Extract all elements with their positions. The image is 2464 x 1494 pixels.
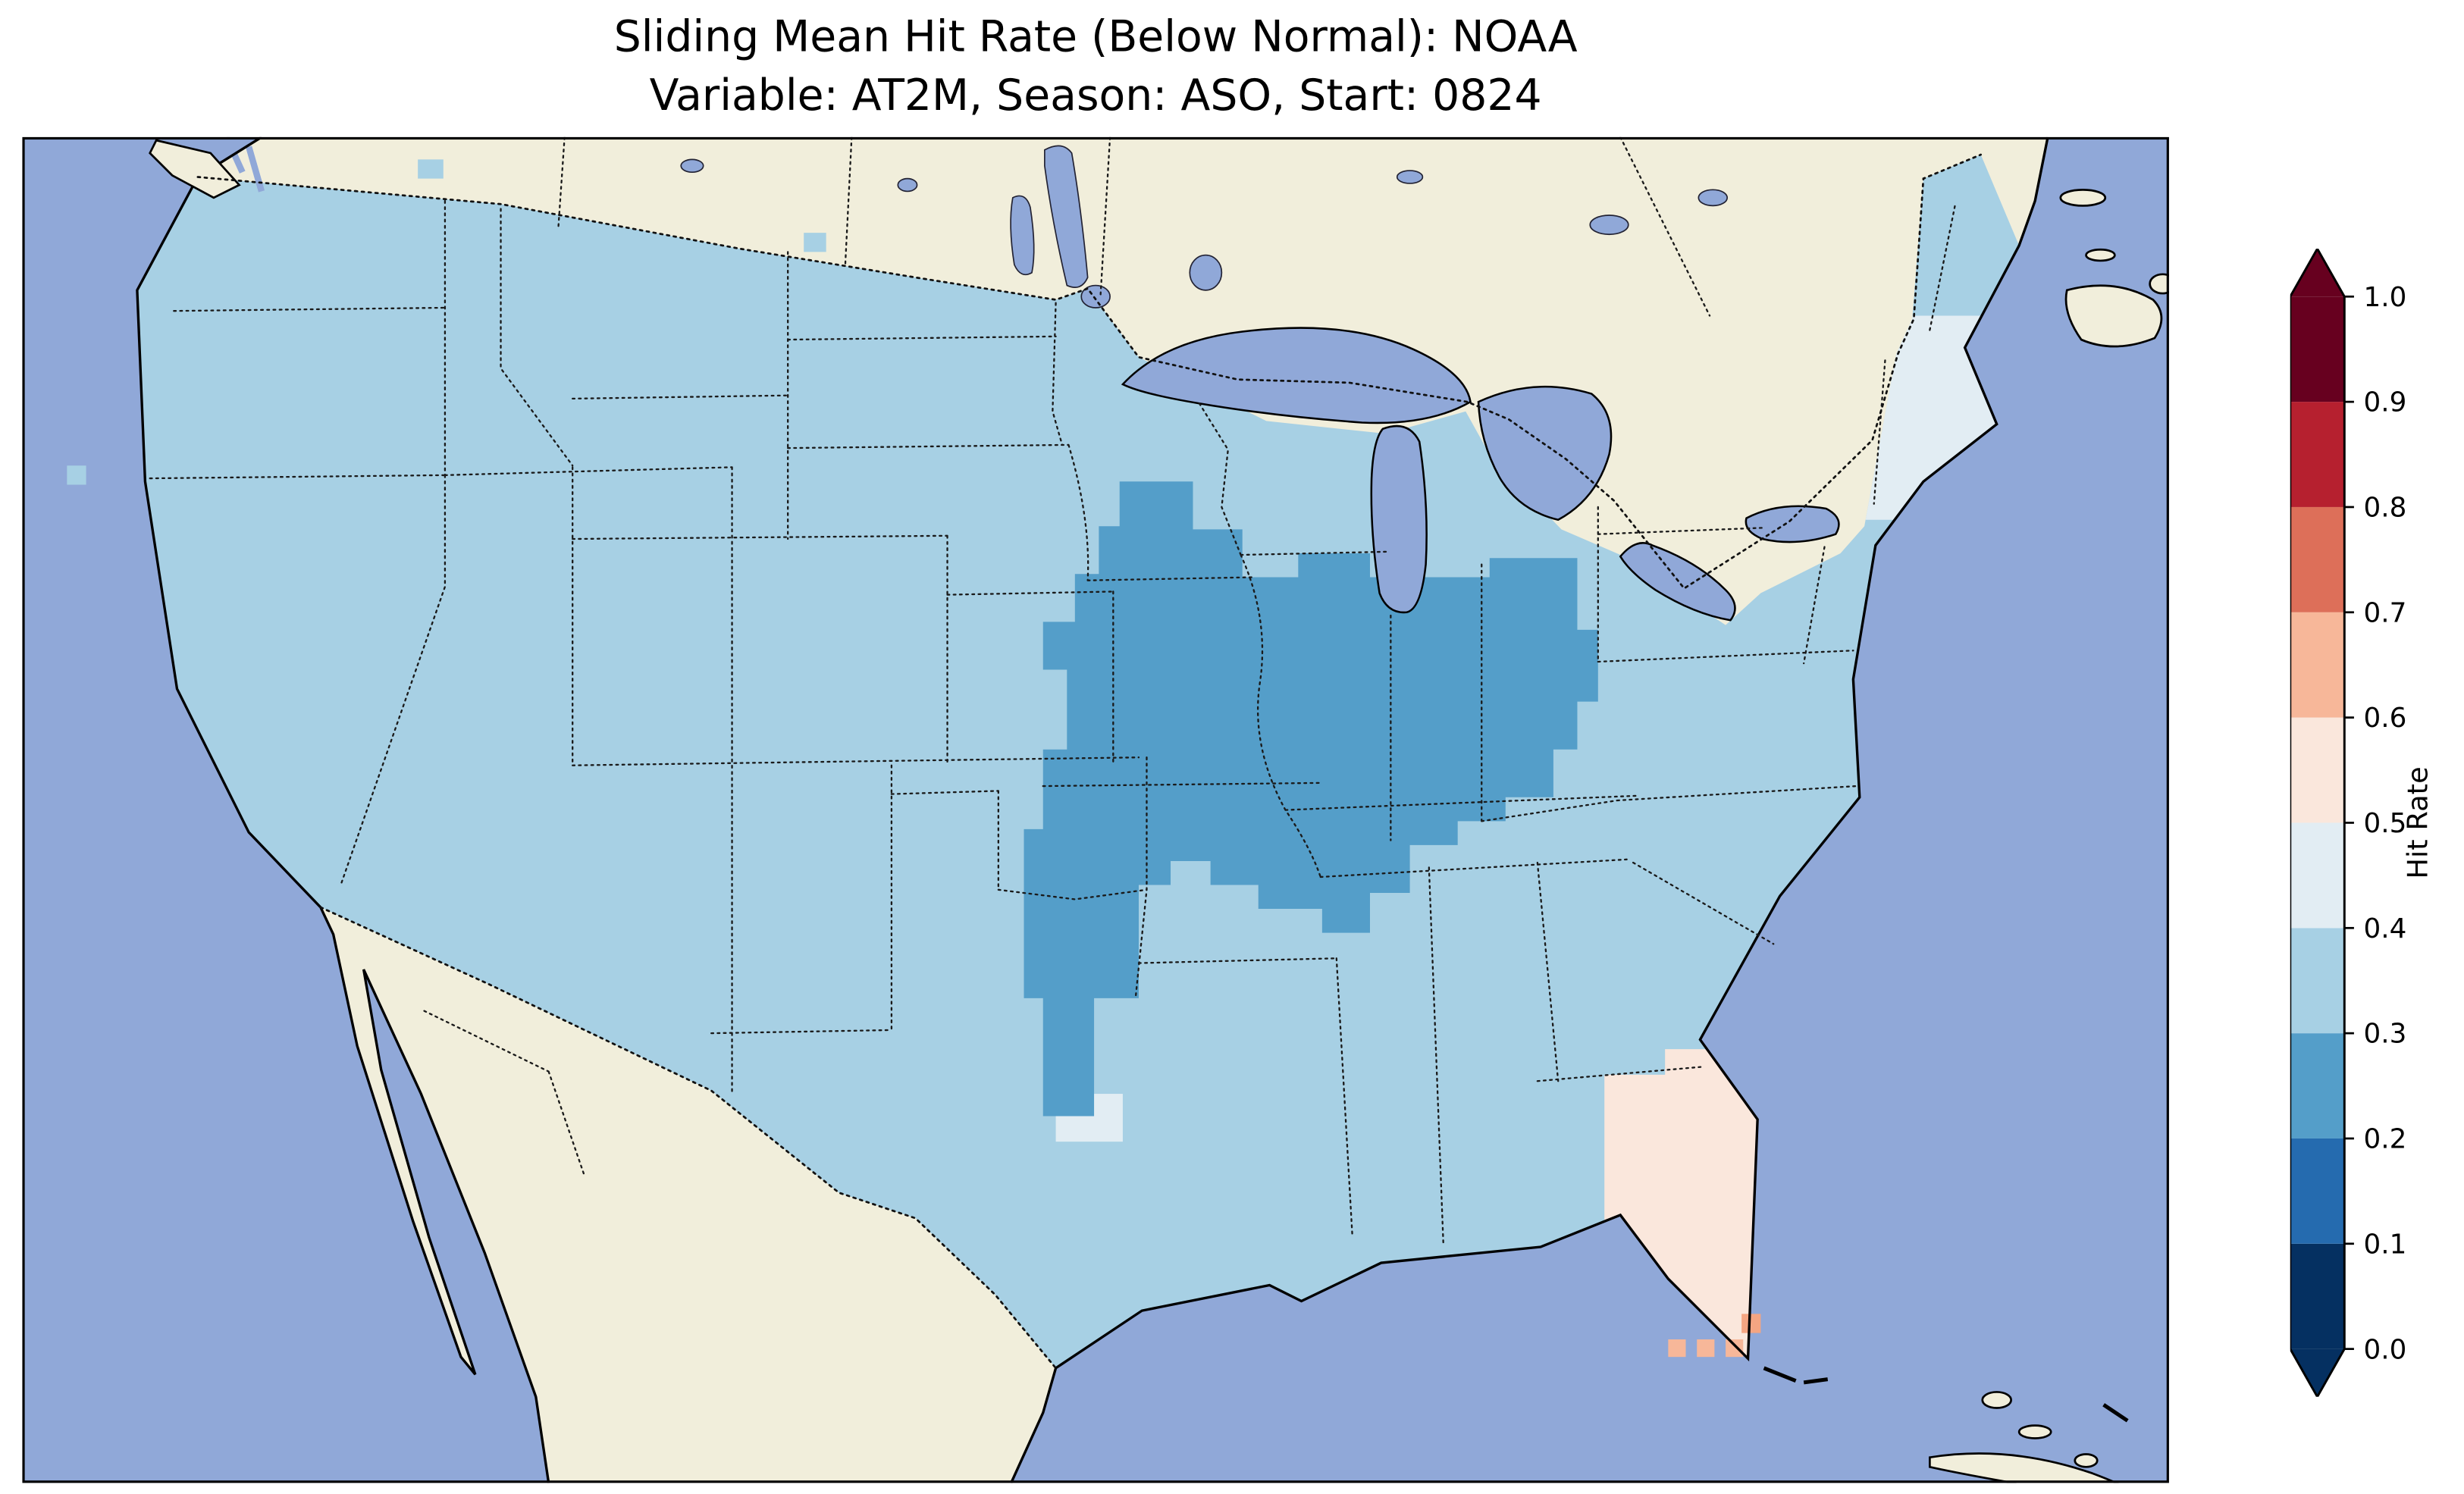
keys-pink-cell-1 xyxy=(1668,1339,1686,1358)
colorbar-tick-label: 0.7 xyxy=(2364,597,2407,628)
prairie-lake-a xyxy=(680,158,704,174)
vancouver-island xyxy=(149,139,241,199)
florida-tip-pink-cell xyxy=(1741,1314,1761,1333)
coastline xyxy=(136,136,2049,1483)
bahama-island-a xyxy=(2017,1424,2052,1439)
colorbar-tick-label: 0.2 xyxy=(2364,1124,2407,1155)
us-mexico-border xyxy=(319,906,1057,1370)
colorbar-tick-label: 0.0 xyxy=(2364,1334,2407,1365)
colorbar-band xyxy=(2290,717,2345,823)
keys-pink-cell-3 xyxy=(1726,1339,1744,1358)
colorbar-tick-label: 0.4 xyxy=(2364,913,2407,944)
colorbar-tick-label: 0.8 xyxy=(2364,493,2407,524)
prairie-lake-b xyxy=(897,177,918,193)
title-line-2: Variable: AT2M, Season: ASO, Start: 0824 xyxy=(649,71,1542,121)
ontario-lake-c xyxy=(1396,170,1424,184)
colorbar-band xyxy=(2290,612,2345,718)
offshore-data-cell xyxy=(67,465,86,485)
lake-nipigon xyxy=(1189,254,1223,291)
colorbar-band xyxy=(2290,1138,2345,1244)
colorbar-outline xyxy=(2290,249,2346,1397)
colorbar-band xyxy=(2290,506,2345,612)
cuba xyxy=(1928,1452,2119,1483)
lake-ontario xyxy=(1745,505,1840,543)
border-data-cell-a xyxy=(418,159,444,179)
lake-superior xyxy=(1121,327,1472,424)
state-borders xyxy=(149,199,1957,1245)
colorbar-band xyxy=(2290,1243,2345,1349)
map-panel xyxy=(22,136,2169,1483)
map-canvas xyxy=(22,136,2169,1483)
lake-huron xyxy=(1477,385,1613,521)
puget-sound-inlet xyxy=(246,146,265,193)
colorbar-band xyxy=(2290,296,2345,402)
andros-island xyxy=(1981,1391,2013,1409)
midwest-low-region xyxy=(1024,481,1598,1117)
lake-manitoba xyxy=(1010,195,1035,276)
colorbar-band xyxy=(2290,1033,2345,1139)
canada-province-borders xyxy=(557,136,1711,317)
mexico-state-borders xyxy=(423,1010,585,1175)
florida-keys-and-cays xyxy=(1763,1366,2129,1423)
lake-winnipeg xyxy=(1044,145,1089,288)
colorbar-band xyxy=(2290,402,2345,507)
colorbar-band xyxy=(2290,928,2345,1034)
border-data-cell-b xyxy=(804,233,826,252)
quebec-lake-a xyxy=(1589,215,1629,236)
prince-edward-island xyxy=(2085,248,2116,262)
colorbar-tick-label: 0.6 xyxy=(2364,703,2407,734)
colorbar-band xyxy=(2290,822,2345,929)
bahama-island-b xyxy=(2074,1453,2099,1468)
figure-title: Sliding Mean Hit Rate (Below Normal): NO… xyxy=(22,8,2168,127)
colorbar-bands: 1.0 0.9 0.8 0.7 0.6 0.5 0.4 0.3 0.2 0.1 0.0 xyxy=(2290,282,2407,1365)
colorbar-canvas: 1.0 0.9 0.8 0.7 0.6 0.5 0.4 0.3 0.2 0.1 0.0 Hit Ra… xyxy=(2290,249,2434,1397)
colorbar-tick-label: 0.1 xyxy=(2364,1229,2407,1260)
lake-of-the-woods xyxy=(1080,284,1111,309)
colorbar-extend-under-arrow xyxy=(2290,1348,2345,1397)
colorbar-extend-over-arrow xyxy=(2290,249,2345,297)
colorbar-tick-label: 0.9 xyxy=(2364,387,2407,418)
lake-michigan xyxy=(1370,424,1428,614)
anticosti-island xyxy=(2059,188,2107,207)
canada-lakes xyxy=(680,145,1729,309)
colorbar-tick-label: 0.5 xyxy=(2364,808,2407,839)
colorbar-axis-label: Hit Rate xyxy=(2402,766,2434,879)
colorbar-tick-label: 0.3 xyxy=(2364,1019,2407,1050)
colorbar-tick-label: 1.0 xyxy=(2364,282,2407,313)
colorbar: 1.0 0.9 0.8 0.7 0.6 0.5 0.4 0.3 0.2 0.1 0.0 Hit Ra… xyxy=(2290,249,2464,1397)
us-canada-border xyxy=(196,153,1983,590)
nova-scotia xyxy=(2064,284,2163,348)
map-frame xyxy=(22,136,2169,1483)
quebec-lake-b xyxy=(1698,189,1729,207)
cape-breton-island xyxy=(2149,273,2169,295)
title-line-1: Sliding Mean Hit Rate (Below Normal): NO… xyxy=(613,12,1578,63)
keys-pink-cell-2 xyxy=(1697,1339,1715,1358)
islands xyxy=(149,139,2169,1483)
